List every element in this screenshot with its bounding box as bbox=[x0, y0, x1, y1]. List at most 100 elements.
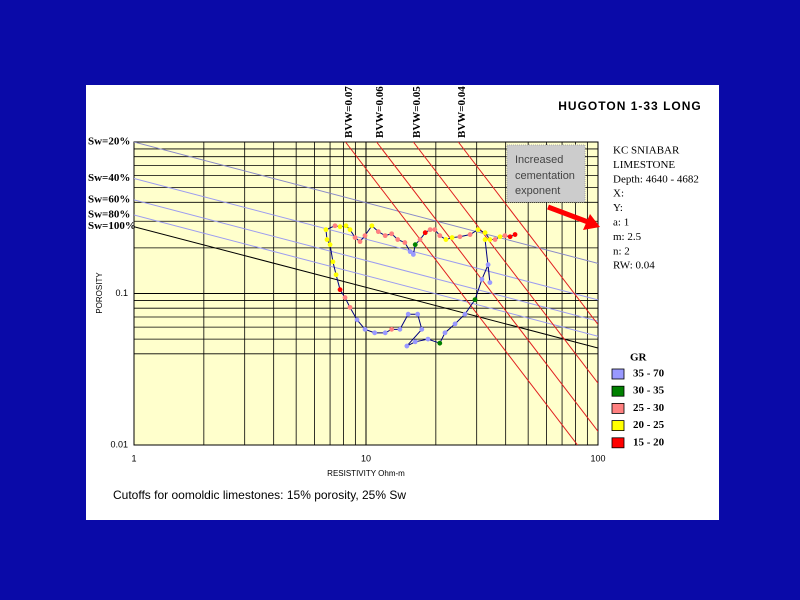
trace-point bbox=[362, 326, 368, 332]
annotation-arrowhead bbox=[583, 214, 600, 230]
legend-label: 25 - 30 bbox=[633, 402, 665, 414]
trace-point bbox=[332, 223, 338, 229]
annotation-box bbox=[506, 144, 586, 203]
trace-point bbox=[412, 242, 418, 248]
trace-point bbox=[362, 233, 368, 239]
trace-point bbox=[497, 234, 503, 240]
info-text: a: 1 bbox=[613, 217, 629, 229]
trace-point bbox=[327, 242, 333, 248]
trace-point bbox=[323, 227, 329, 233]
trace-point bbox=[407, 249, 413, 255]
legend-swatch bbox=[611, 368, 625, 380]
trace-point bbox=[375, 229, 381, 235]
trace-point bbox=[354, 317, 360, 323]
trace-point bbox=[419, 326, 425, 332]
trace-point bbox=[512, 232, 518, 237]
sw-label: Sw=80% bbox=[88, 208, 130, 220]
sw-line bbox=[134, 199, 598, 322]
trace-point bbox=[347, 304, 353, 310]
x-tick-label: 10 bbox=[361, 453, 371, 463]
trace-point bbox=[449, 235, 455, 240]
trace-point bbox=[462, 311, 468, 317]
trace-point bbox=[487, 280, 493, 286]
trace-point bbox=[479, 276, 485, 282]
trace-point bbox=[475, 227, 481, 233]
trace-point bbox=[410, 252, 416, 257]
trace-point bbox=[482, 237, 488, 242]
trace-point bbox=[452, 321, 458, 327]
trace-point bbox=[422, 230, 428, 236]
trace-point bbox=[492, 237, 498, 242]
trace-point bbox=[382, 233, 388, 239]
sw-label: Sw=20% bbox=[88, 136, 130, 148]
sw-label: Sw=100% bbox=[88, 220, 136, 232]
trace-point bbox=[412, 339, 418, 345]
info-text: LIMESTONE bbox=[613, 159, 675, 171]
legend-swatch bbox=[611, 420, 625, 432]
y-tick-label: 0.1 bbox=[115, 288, 128, 298]
trace-point bbox=[389, 326, 395, 332]
trace-point bbox=[415, 311, 421, 317]
trace-point bbox=[382, 330, 388, 336]
marks bbox=[323, 223, 518, 349]
trace-point bbox=[457, 234, 463, 240]
sw-line bbox=[134, 142, 598, 264]
info-text: m: 2.5 bbox=[613, 231, 642, 243]
bvw-label: BVW=0.07 bbox=[343, 86, 355, 138]
trace-point bbox=[347, 227, 353, 233]
legend-swatch bbox=[611, 385, 625, 397]
trace-point bbox=[357, 239, 363, 245]
trace-point bbox=[467, 232, 473, 237]
legend-swatch bbox=[611, 437, 625, 449]
trace-point bbox=[502, 233, 508, 239]
bvw-line bbox=[412, 142, 598, 384]
legend-label: 15 - 20 bbox=[633, 436, 665, 448]
annotation-arrow bbox=[547, 204, 589, 225]
trace-point bbox=[352, 235, 358, 240]
trace-point bbox=[425, 336, 431, 342]
trace-point bbox=[342, 295, 348, 300]
bvw-label: BVW=0.04 bbox=[456, 86, 468, 138]
trace-point bbox=[397, 326, 403, 332]
trace-point bbox=[389, 231, 395, 237]
trace-point bbox=[395, 237, 401, 242]
info-text: n: 2 bbox=[613, 245, 630, 257]
sw-line bbox=[134, 226, 598, 349]
trace-point bbox=[333, 272, 339, 278]
legend-label: 35 - 70 bbox=[633, 368, 665, 380]
annotation-text: cementation bbox=[515, 170, 575, 182]
trace-point bbox=[432, 227, 438, 233]
sw-label: Sw=40% bbox=[88, 172, 130, 184]
legend-label: 30 - 35 bbox=[633, 385, 665, 397]
trace-point bbox=[417, 237, 423, 242]
chart-title: HUGOTON 1-33 LONG bbox=[558, 99, 701, 113]
trace-point bbox=[402, 240, 408, 245]
trace-point bbox=[427, 227, 433, 233]
sw-label: Sw=60% bbox=[88, 193, 130, 205]
lines bbox=[134, 142, 598, 445]
x-tick-label: 1 bbox=[131, 453, 136, 463]
trace-point bbox=[437, 233, 443, 239]
annotation-text: exponent bbox=[515, 185, 560, 197]
bvw-line bbox=[345, 142, 579, 445]
info-text: X: bbox=[613, 188, 624, 200]
x-axis-label: RESISTIVITY Ohm-m bbox=[327, 469, 405, 478]
trace-point bbox=[443, 237, 449, 242]
trace-point bbox=[369, 223, 375, 229]
legend-title: GR bbox=[630, 352, 648, 364]
x-tick-label: 100 bbox=[590, 453, 605, 463]
bvw-line bbox=[457, 142, 598, 325]
bvw-line bbox=[376, 142, 598, 432]
y-tick-label: 0.01 bbox=[110, 439, 128, 449]
bvw-label: BVW=0.05 bbox=[411, 86, 423, 138]
footnote: Cutoffs for oomoldic limestones: 15% por… bbox=[113, 488, 406, 502]
info-text: RW: 0.04 bbox=[613, 260, 655, 272]
sw-line bbox=[134, 214, 598, 337]
trace-point bbox=[487, 237, 493, 242]
trace-point bbox=[404, 343, 410, 349]
trace-point bbox=[442, 330, 448, 336]
trace-point bbox=[405, 311, 411, 317]
info-text: Y: bbox=[613, 202, 623, 214]
trace-point bbox=[337, 287, 343, 293]
